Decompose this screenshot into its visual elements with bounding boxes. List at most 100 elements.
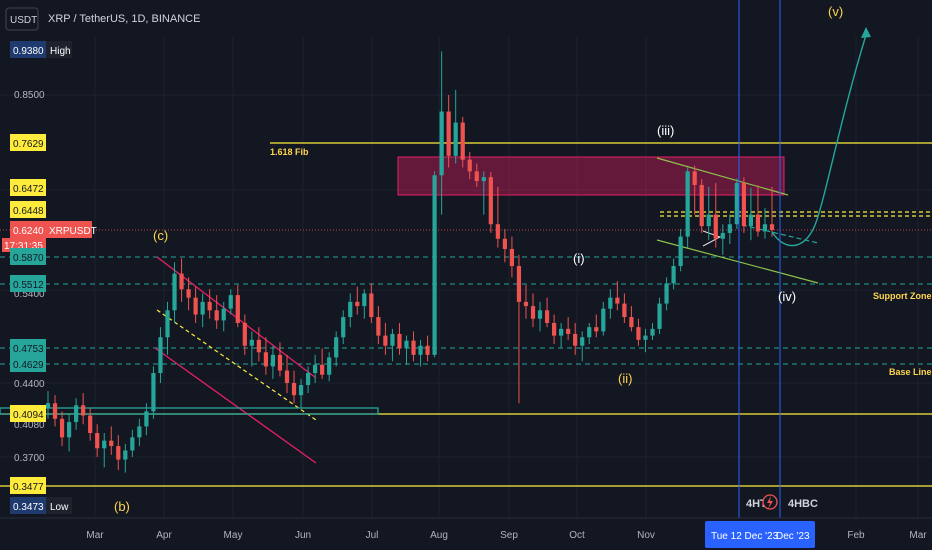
candle-body	[566, 328, 571, 334]
candle-body	[516, 266, 522, 302]
x-tick-label: Mar	[86, 530, 104, 541]
price-tag-value: 0.5512	[13, 280, 44, 291]
lightning-bolt-icon	[767, 496, 773, 509]
candle-body	[249, 339, 254, 346]
candle-body	[537, 310, 543, 319]
candle-body	[615, 297, 620, 304]
candle-body	[144, 411, 149, 427]
currency-button[interactable]	[5, 7, 39, 31]
candle-body	[102, 440, 107, 449]
price-tag-label-box	[46, 41, 72, 58]
y-tick-label: 0.4080	[14, 420, 45, 431]
candle-body	[495, 224, 500, 239]
candle-body	[95, 432, 100, 449]
candle-body	[559, 328, 564, 336]
candle-body	[263, 352, 269, 367]
price-tag-value: 0.5870	[13, 253, 44, 264]
price-tag-box	[10, 355, 46, 372]
candle-body	[88, 415, 93, 433]
price-tag-value: 0.4094	[13, 410, 44, 421]
price-tag-value: 0.3477	[13, 482, 44, 493]
candle-body	[186, 289, 191, 298]
candle-body	[643, 335, 648, 340]
candle-body	[636, 327, 641, 340]
price-tag-label-box	[46, 497, 72, 514]
candle-body	[172, 273, 177, 311]
candle-body	[270, 354, 276, 367]
candle-body	[523, 301, 529, 307]
x-tick-label: Jun	[295, 530, 311, 541]
y-tick-label: 0.8500	[14, 90, 45, 101]
wave-label-ii: (ii)	[618, 371, 632, 386]
price-tag-countdown: 17:31:35	[4, 241, 43, 252]
candle-body	[376, 317, 381, 336]
price-tag-value: 0.7629	[13, 139, 44, 150]
candle-body	[179, 273, 184, 290]
candle-body	[397, 333, 402, 349]
candle-body	[580, 337, 585, 346]
candle-body	[52, 403, 58, 419]
candle-body	[573, 333, 578, 346]
candle-body	[200, 301, 205, 315]
x-tick-label: Jul	[366, 530, 379, 541]
candle-body	[305, 373, 311, 386]
candle-body	[741, 183, 746, 227]
x-tick-label: Aug	[430, 530, 448, 541]
y-axis: 0.8500 0.4400 0.3700 0.5400 0.4080	[14, 90, 45, 464]
projection-path	[771, 34, 867, 247]
candle-body	[369, 293, 374, 318]
candle-body	[228, 295, 233, 309]
candle-body	[594, 327, 599, 332]
price-tag-value: 0.6472	[13, 184, 44, 195]
currency-button-label: USDT	[10, 15, 37, 26]
candle-body	[622, 303, 627, 318]
price-tag-value: 0.6448	[13, 206, 44, 217]
candle-body	[109, 440, 114, 447]
candle-body	[327, 357, 332, 375]
y-tick-label: 0.5400	[14, 289, 45, 300]
candle-body	[502, 238, 508, 249]
candle-body	[755, 214, 761, 232]
wave-label-iii: (iii)	[657, 123, 674, 138]
candle-body	[544, 310, 550, 323]
price-tag-box	[10, 497, 46, 514]
candle-body	[418, 345, 423, 355]
candle-body	[362, 293, 367, 307]
candle-body	[312, 364, 318, 374]
channel-lower-line	[154, 347, 317, 464]
price-tag-box	[10, 339, 46, 356]
candle-body	[242, 322, 247, 346]
x-tick-label: Nov	[637, 530, 655, 541]
price-tag-symbol: XRPUSDT	[49, 226, 97, 237]
candle-body	[334, 337, 339, 358]
y-tick-label: 0.3700	[14, 453, 45, 464]
base-box	[0, 407, 379, 415]
wave-label-i: (i)	[573, 251, 585, 266]
price-tag-box	[10, 477, 46, 494]
price-tag-symbol-box	[46, 221, 92, 238]
candle-body	[284, 370, 290, 383]
candles	[45, 51, 775, 473]
candle-body	[45, 403, 51, 409]
candle-body	[608, 297, 613, 309]
candle-body	[390, 333, 395, 346]
chart-title: XRP / TetherUS, 1D, BINANCE	[48, 13, 200, 25]
candle-body	[460, 122, 465, 160]
candle-body	[165, 310, 170, 338]
candle-body	[81, 405, 86, 416]
candle-body	[355, 301, 360, 307]
candle-body	[601, 308, 606, 332]
candle-body	[66, 422, 72, 438]
x-tick-label: Oct	[569, 530, 585, 541]
wave-label-iv: (iv)	[778, 289, 796, 304]
x-axis: Mar Apr May Jun Jul Aug Sep Oct Nov Feb Mar	[86, 530, 927, 541]
wave-label-v: (v)	[828, 4, 843, 19]
candle-body	[692, 171, 697, 185]
x-tick-label: Apr	[156, 530, 172, 541]
candle-body	[467, 159, 472, 172]
marker-right-label: 4HBC	[788, 498, 818, 510]
candle-body	[587, 327, 592, 338]
candle-body	[748, 214, 754, 227]
